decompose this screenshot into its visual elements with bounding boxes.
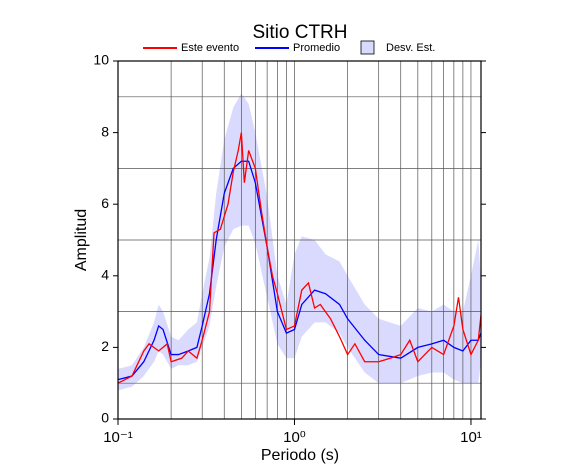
y-tick-label: 2 [101,338,109,354]
series-line [117,132,482,384]
legend-label: Promedio [293,42,340,54]
y-axis-label: Amplitud [73,209,90,271]
legend-label: Desv. Est. [386,42,435,54]
y-tick-label: 6 [101,195,109,211]
plot-frame [117,60,482,420]
legend-label: Este evento [181,42,239,54]
legend-swatch [360,40,375,55]
x-tick-label: 10¹ [460,429,482,446]
series-line [117,160,482,381]
x-axis-label: Periodo (s) [261,447,339,464]
y-tick-label: 0 [101,410,109,426]
x-tick-label: 10⁰ [283,429,306,446]
x-tick-label: 10⁻¹ [103,429,133,446]
y-tick-label: 10 [93,52,109,68]
chart-title: Sitio CTRH [252,22,347,43]
y-tick-label: 8 [101,123,109,139]
y-tick-label: 4 [101,267,109,283]
